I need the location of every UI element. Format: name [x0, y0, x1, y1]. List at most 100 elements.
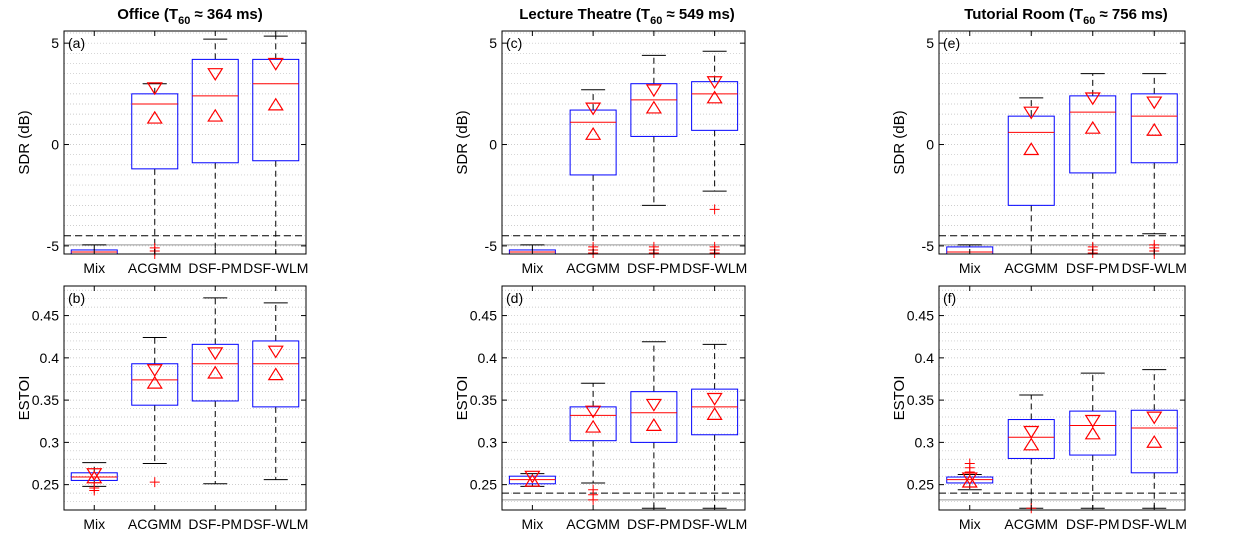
panel-a: -5 0 5 Mix ACGMM DSF-PM DSF-WLM SDR (dB) (a) — [16, 30, 308, 276]
panel-label: (b) — [68, 290, 85, 306]
y-tick-label: 0.35 — [470, 392, 497, 408]
x-tick-label: Mix — [959, 260, 981, 276]
marker-down-triangle — [146, 82, 163, 96]
box-dsf-wlm — [252, 35, 300, 254]
outlier — [89, 485, 100, 496]
x-tick-label: DSF-PM — [1066, 260, 1120, 276]
box-iqr — [1130, 93, 1178, 164]
box-iqr — [1069, 95, 1117, 174]
marker-down-triangle — [207, 347, 224, 361]
x-tick-label: DSF-PM — [188, 260, 242, 276]
x-tick-label: DSF-WLM — [682, 260, 747, 276]
panel-label: (f) — [943, 290, 956, 306]
box-dsf-pm — [630, 341, 678, 509]
y-tick-label: 0.4 — [40, 350, 60, 366]
axes-frame — [63, 285, 307, 511]
box-acgmm — [1007, 394, 1055, 514]
column-title: Office (T60 ≈ 364 ms) — [117, 6, 263, 27]
marker-up-triangle — [207, 108, 224, 122]
marker-down-triangle — [706, 392, 723, 406]
outlier — [964, 466, 975, 477]
panel-label: (c) — [506, 35, 522, 51]
marker-down-triangle — [1084, 92, 1101, 106]
marker-down-triangle — [706, 76, 723, 90]
box-dsf-pm — [191, 38, 239, 254]
axes-frame — [63, 30, 307, 255]
marker-down-triangle — [585, 405, 602, 419]
box-iqr — [131, 363, 179, 406]
box-dsf-wlm — [691, 50, 739, 258]
box-dsf-pm — [630, 54, 678, 258]
axes-frame — [501, 30, 746, 255]
y-tick-label: 0.3 — [915, 434, 935, 450]
x-tick-label: DSF-PM — [188, 516, 242, 532]
marker-down-triangle — [1023, 425, 1040, 439]
panel-label: (e) — [943, 35, 960, 51]
axes-frame — [938, 30, 1186, 255]
column-title-rest: ≈ 549 ms) — [662, 6, 734, 23]
y-tick-label: 0 — [51, 137, 59, 153]
marker-up-triangle — [524, 473, 541, 487]
y-axis-label: ESTOI — [454, 376, 471, 421]
axes-frame — [938, 285, 1186, 511]
marker-up-triangle — [86, 470, 103, 484]
box-mix — [946, 458, 994, 491]
y-tick-label: 0.3 — [40, 434, 60, 450]
box-dsf-wlm — [1130, 369, 1178, 509]
marker-up-triangle — [146, 375, 163, 389]
marker-down-triangle — [146, 364, 163, 378]
x-tick-label: DSF-PM — [627, 516, 681, 532]
box-iqr — [1007, 419, 1055, 459]
marker-up-triangle — [645, 418, 662, 431]
marker-up-triangle — [1023, 142, 1040, 156]
outlier — [149, 477, 160, 488]
marker-up-triangle — [267, 97, 284, 111]
x-tick-label: Mix — [521, 260, 543, 276]
column-title-subscript: 60 — [1083, 15, 1095, 27]
marker-up-triangle — [1146, 122, 1163, 136]
y-tick-label: -5 — [485, 238, 498, 254]
panel-c: -5 0 5 Mix ACGMM DSF-PM DSF-WLM SDR (dB) (c) — [454, 30, 747, 276]
y-tick-label: 5 — [489, 35, 497, 51]
panel-e: -5 0 5 Mix ACGMM DSF-PM DSF-WLM SDR (dB) (e) — [891, 30, 1187, 276]
x-tick-label: DSF-WLM — [1122, 260, 1187, 276]
marker-up-triangle — [267, 367, 284, 381]
marker-down-triangle — [645, 398, 662, 412]
x-tick-label: ACGMM — [1004, 260, 1058, 276]
box-iqr — [131, 93, 179, 170]
y-tick-label: 0.45 — [32, 308, 59, 324]
outlier — [709, 204, 720, 215]
y-tick-label: 0.35 — [32, 392, 59, 408]
x-tick-label: Mix — [83, 516, 105, 532]
panel-b: 0.25 0.3 0.35 0.4 0.45 Mix ACGMM DSF-PM DSF-WLM E… — [16, 285, 308, 532]
marker-down-triangle — [645, 84, 662, 98]
marker-up-triangle — [585, 126, 602, 140]
y-axis-label: SDR (dB) — [891, 110, 908, 174]
marker-down-triangle — [207, 68, 224, 82]
column-title: Lecture Theatre (T60 ≈ 549 ms) — [519, 6, 735, 27]
column-title-main: Office (T — [117, 6, 178, 23]
y-tick-label: 0 — [489, 137, 497, 153]
column-title: Tutorial Room (T60 ≈ 756 ms) — [964, 6, 1168, 27]
marker-up-triangle — [1023, 437, 1040, 451]
marker-down-triangle — [1146, 411, 1163, 425]
marker-down-triangle — [585, 102, 602, 116]
column-title-main: Lecture Theatre (T — [519, 6, 650, 23]
outlier — [588, 494, 599, 505]
box-acgmm — [569, 89, 617, 258]
box-dsf-pm — [1069, 372, 1117, 509]
box-iqr — [1130, 409, 1178, 474]
box-iqr — [252, 58, 300, 162]
y-tick-label: 0.25 — [907, 477, 934, 493]
column-title-subscript: 60 — [650, 15, 662, 27]
y-tick-label: 0.35 — [907, 392, 934, 408]
x-tick-label: Mix — [83, 260, 105, 276]
x-tick-label: Mix — [959, 516, 981, 532]
box-iqr — [691, 388, 739, 436]
axes-frame — [501, 285, 746, 511]
panel-d: 0.25 0.3 0.35 0.4 0.45 Mix ACGMM DSF-PM DSF-WLM E… — [454, 285, 747, 532]
y-tick-label: -5 — [47, 238, 60, 254]
box-iqr — [1069, 410, 1117, 456]
box-dsf-wlm — [252, 302, 300, 481]
marker-up-triangle — [706, 90, 723, 104]
